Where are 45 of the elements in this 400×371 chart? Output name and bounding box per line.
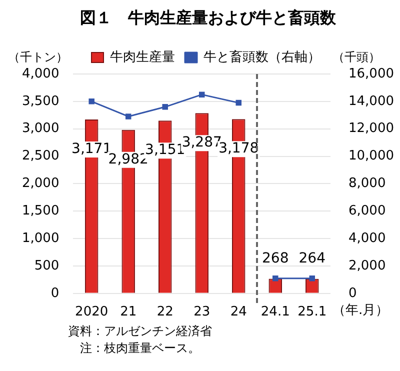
y-tick-label: 3,500 [22, 94, 60, 109]
point [88, 98, 94, 104]
x-tick-label: 21 [120, 304, 137, 320]
x-tick-label: 24 [230, 304, 247, 320]
x-tick-label: 25.1 [298, 304, 327, 320]
y-tick-label: 1,500 [22, 204, 60, 218]
x-tick-label: 23 [194, 304, 210, 320]
y2-tick-label: 6,000 [348, 204, 386, 218]
y2-axis-title: （千頭） [332, 50, 381, 64]
point [162, 104, 168, 110]
x-tick-label: 22 [156, 304, 174, 320]
x-tick-label: 2020 [75, 304, 108, 320]
point [309, 275, 316, 282]
point [198, 92, 205, 98]
y-tick-label: 2,500 [22, 148, 60, 164]
y-tick-label: 3,000 [22, 121, 60, 136]
legend-label: 牛と畜頭数（右軸） [204, 48, 320, 65]
y2-tick-label: 12,000 [348, 121, 394, 136]
data-label: 3,151 [145, 142, 186, 158]
y2-tick-label: 8,000 [348, 176, 386, 192]
y-tick-label: 1,000 [22, 230, 60, 246]
y2-tick-label: 10,000 [348, 148, 394, 164]
y-tick-label: 2,000 [22, 176, 60, 192]
y-tick-label: 4,000 [22, 66, 60, 82]
x-tick-label: 24.1 [260, 304, 290, 320]
legend-label: 牛肉生産量 [110, 48, 175, 65]
data-label: 264 [298, 250, 326, 267]
point [236, 100, 242, 106]
point [272, 275, 278, 282]
text: 資料：アルゼンチン経済省 [68, 323, 213, 340]
data-label: 3,287 [182, 134, 222, 151]
data-label: 268 [262, 250, 289, 266]
y-axis-title: （千トン） [8, 50, 68, 64]
y2-tick-label: 4,000 [348, 230, 386, 246]
chart-title: 図１ 牛肉生産量および牛と畜頭数 [79, 8, 337, 29]
data-label: 3,171 [72, 141, 112, 158]
y2-tick-label: 14,000 [348, 94, 394, 109]
point [125, 114, 132, 120]
x-axis-title: （年.月） [332, 302, 389, 318]
y2-tick-label: 0 [348, 286, 357, 301]
y2-tick-label: 2,000 [348, 258, 386, 274]
y2-tick-label: 16,000 [348, 66, 394, 82]
text: 注：枝肉重量ベース。 [79, 340, 201, 357]
y-tick-label: 0 [50, 286, 60, 301]
y-tick-label: 500 [34, 258, 60, 274]
